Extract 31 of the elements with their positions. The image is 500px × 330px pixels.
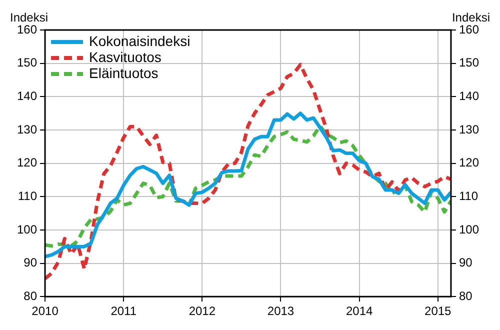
y-tick-label: 90 — [24, 256, 38, 270]
x-tick-label: 2013 — [267, 304, 294, 318]
y2-tick-label: 150 — [458, 56, 480, 70]
y-tick-label: 160 — [16, 22, 38, 36]
line-series — [45, 124, 451, 248]
y-tick-label: 120 — [16, 156, 38, 170]
y2-tick-label: 140 — [458, 88, 480, 103]
y2-tick-label: 80 — [458, 288, 473, 303]
y2-tick-label: 130 — [458, 122, 480, 136]
y2-tick-label: 100 — [458, 222, 480, 236]
x-tick-label: 2010 — [32, 304, 59, 318]
y2-tick-label: 110 — [458, 188, 478, 203]
y-tick-label: 80 — [24, 288, 38, 303]
y-tick-label: 110 — [18, 188, 38, 203]
x-tick-label: 2015 — [424, 304, 452, 318]
y2-axis-title: Indeksi — [452, 10, 490, 24]
y2-tick-label: 120 — [458, 156, 480, 170]
y-tick-label: 130 — [16, 122, 38, 136]
y-tick-label: 150 — [16, 56, 38, 70]
y-tick-label: 140 — [16, 88, 38, 103]
x-tick-label: 2014 — [346, 304, 373, 318]
y2-tick-label: 90 — [458, 256, 473, 270]
x-tick-label: 2011 — [110, 304, 137, 318]
x-tick-label: 2012 — [188, 304, 216, 318]
y2-tick-label: 160 — [458, 22, 480, 36]
legend-label: Kasvituotos — [89, 48, 162, 65]
legend-label: Eläintuotos — [89, 64, 158, 81]
y-tick-label: 100 — [16, 222, 38, 236]
y-axis-title: Indeksi — [10, 10, 48, 24]
line-series — [45, 62, 451, 280]
legend-label: Kokonaisindeksi — [89, 32, 190, 49]
